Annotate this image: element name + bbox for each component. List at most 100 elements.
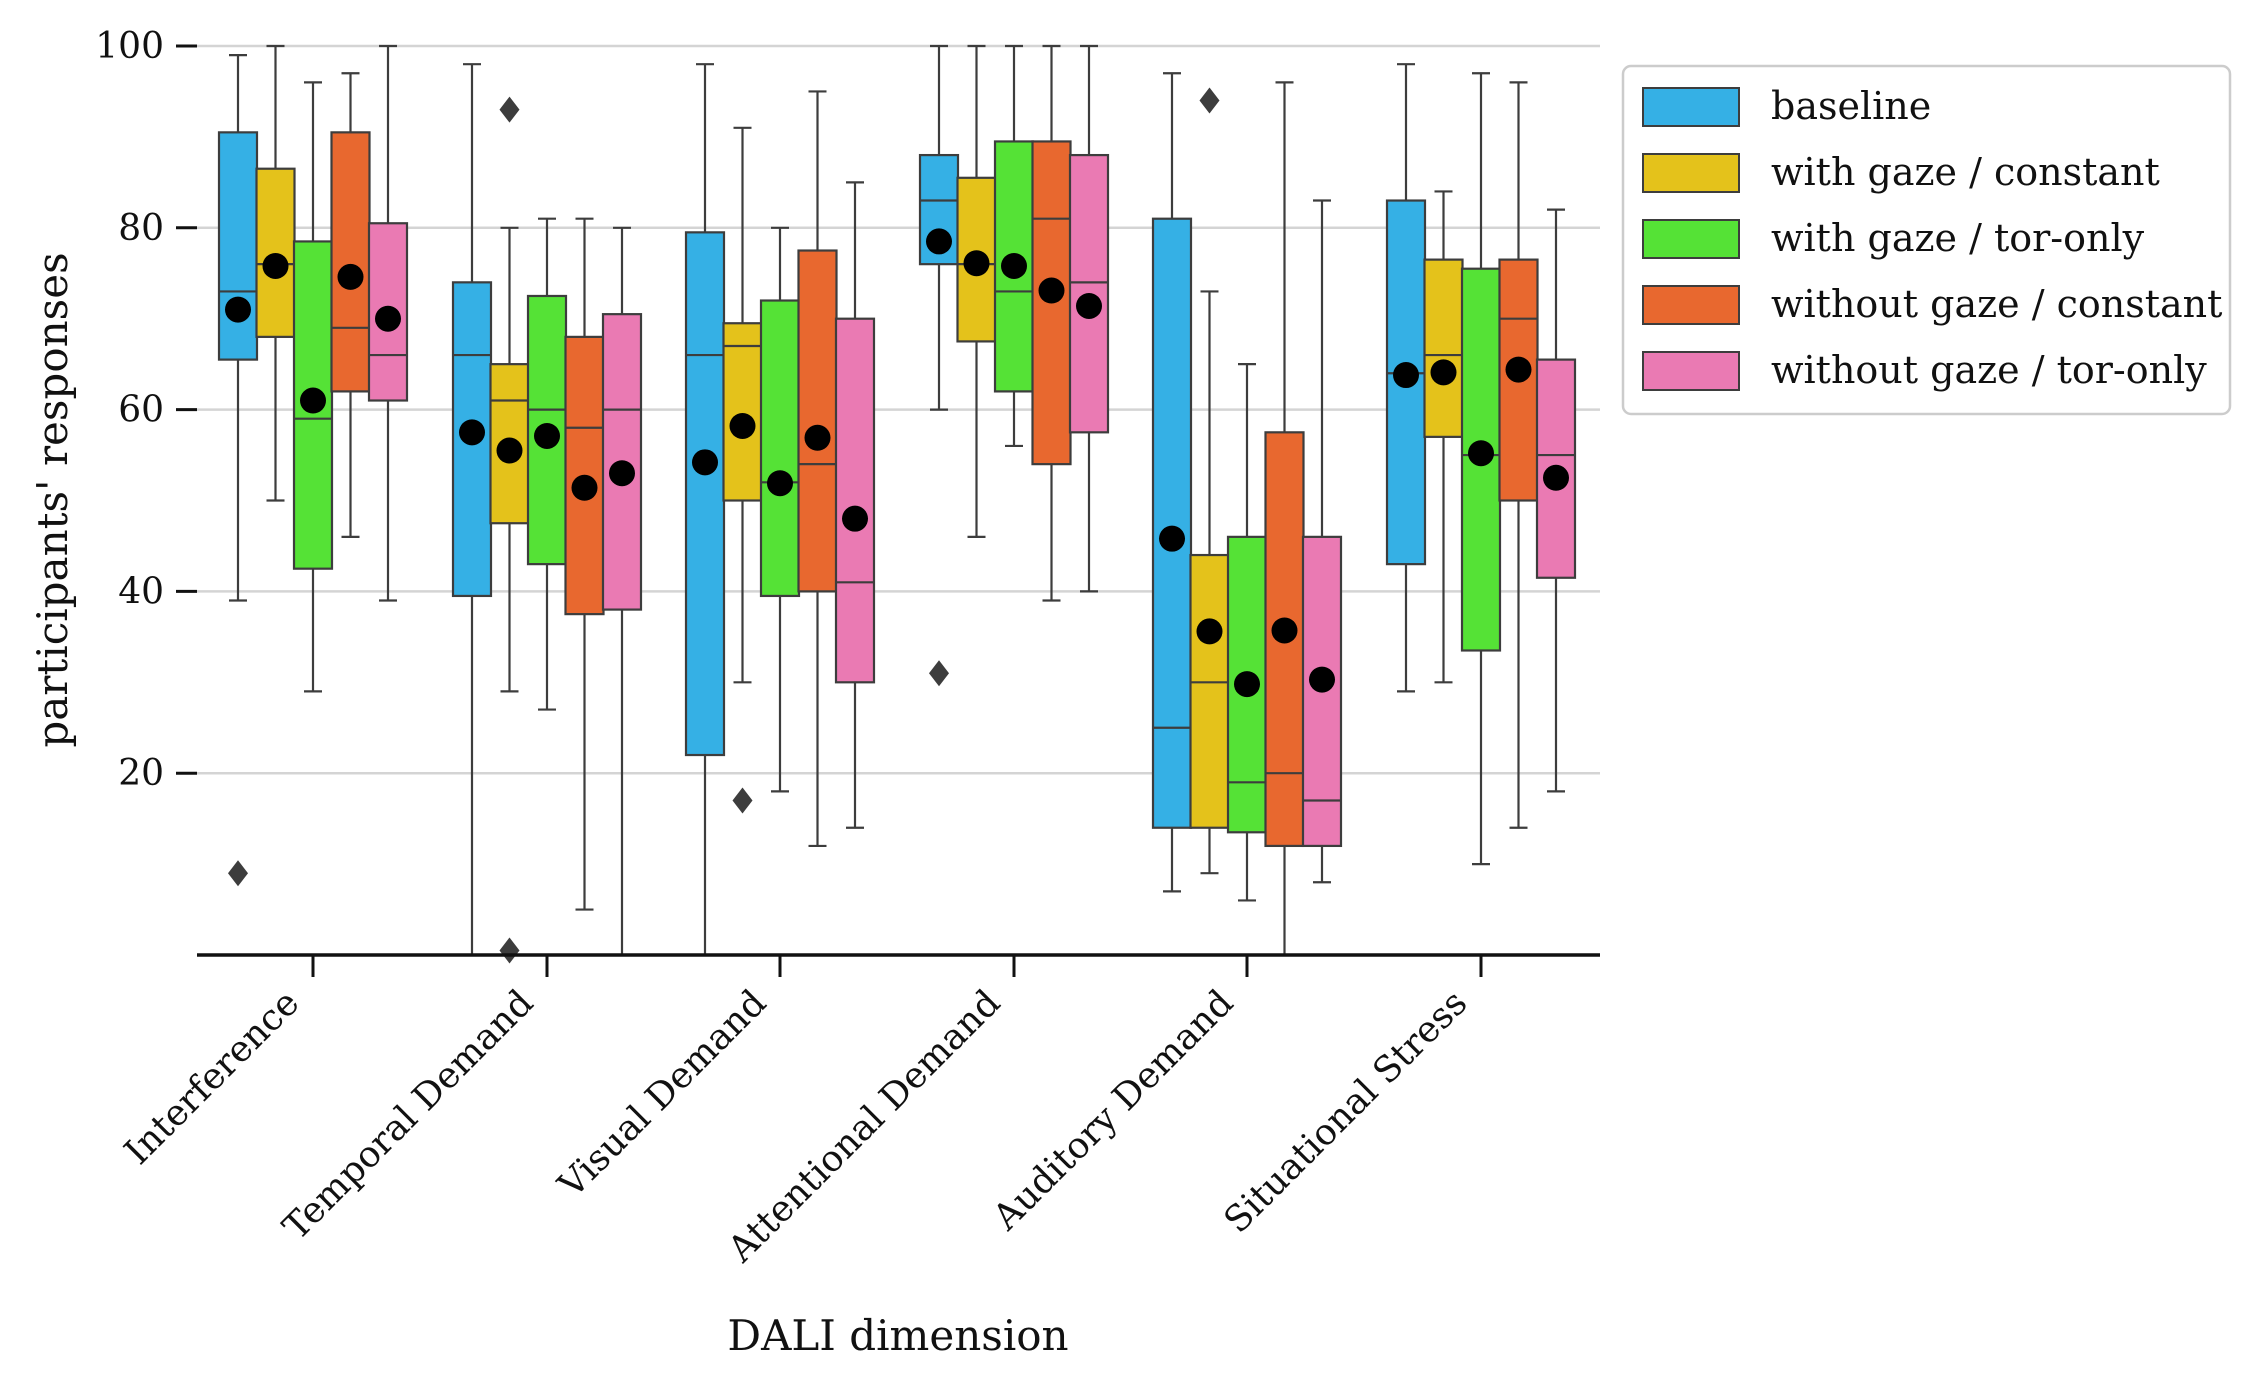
legend-label: without gaze / constant [1771, 282, 2222, 326]
boxplot-series [217, 44, 1577, 964]
box [993, 44, 1035, 448]
box [684, 63, 726, 957]
box-iqr [759, 299, 801, 598]
grid-lines [197, 44, 1600, 775]
legend-swatch [1642, 285, 1740, 325]
mean-marker [1309, 666, 1335, 693]
mean-marker [1468, 440, 1494, 467]
mean-marker [534, 422, 560, 449]
mean-marker [926, 228, 952, 255]
mean-marker [1271, 617, 1298, 644]
box [564, 217, 605, 911]
box [1535, 208, 1577, 793]
mean-marker [337, 263, 364, 290]
legend-label: with gaze / constant [1771, 150, 2160, 194]
box-iqr [1189, 553, 1230, 829]
mean-marker [1234, 671, 1260, 698]
box-iqr [797, 249, 838, 593]
x-tick-label: Attentional Demand [720, 982, 1009, 1271]
box-iqr [1031, 140, 1072, 466]
mean-marker [496, 437, 523, 464]
outlier-marker [1199, 87, 1220, 114]
legend: baseline with gaze / constant with gaze / … [1621, 64, 2232, 416]
box [834, 181, 876, 829]
mean-marker [459, 419, 485, 446]
mean-marker [1393, 362, 1419, 389]
box [1301, 199, 1343, 884]
mean-marker [262, 252, 289, 279]
box [797, 90, 838, 848]
mean-marker [729, 412, 756, 439]
box [217, 53, 259, 887]
box-iqr [1151, 217, 1193, 829]
box-iqr [255, 167, 296, 338]
outlier-marker [499, 937, 520, 964]
box-iqr [217, 131, 259, 361]
mean-marker [375, 305, 401, 332]
x-tick-label: Visual Demand [550, 982, 774, 1206]
box [1498, 81, 1539, 829]
box [759, 226, 801, 793]
box [526, 217, 568, 711]
x-tick-label: Situational Stress [1216, 982, 1475, 1241]
mean-marker [571, 474, 598, 501]
box [1151, 72, 1193, 893]
box [1031, 44, 1072, 602]
outlier-marker [228, 860, 248, 887]
box [1423, 190, 1464, 684]
box [451, 63, 493, 957]
box [1068, 44, 1110, 593]
x-tick-label: Temporal Demand [275, 982, 541, 1248]
legend-swatch [1642, 351, 1740, 391]
legend-label: with gaze / tor-only [1771, 216, 2145, 260]
mean-marker [1038, 277, 1065, 304]
box [1264, 81, 1305, 957]
outlier-marker [499, 96, 520, 123]
mean-marker [225, 296, 251, 323]
box [1385, 63, 1427, 693]
y-tick-label: 80 [118, 208, 164, 249]
box [918, 44, 960, 687]
x-tick-label: Interference [117, 982, 307, 1172]
mean-marker [1430, 359, 1457, 386]
legend-label: without gaze / tor-only [1771, 348, 2207, 392]
legend-frame [1621, 64, 2232, 416]
mean-marker [609, 460, 635, 487]
box-iqr [722, 322, 763, 502]
mean-marker [963, 250, 990, 277]
box [292, 81, 334, 693]
x-tick-label: Auditory Demand [985, 982, 1242, 1239]
series-4 [367, 44, 1577, 957]
x-axis-title: DALI dimension [727, 1311, 1068, 1360]
legend-swatch [1642, 87, 1740, 127]
box-iqr [330, 131, 371, 393]
mean-marker [1196, 618, 1223, 645]
box [956, 44, 997, 538]
series-2 [292, 44, 1502, 902]
y-tick-label: 100 [95, 26, 164, 67]
mean-marker [1543, 464, 1569, 491]
box-iqr [956, 176, 997, 343]
box [722, 126, 763, 814]
box [255, 44, 296, 502]
outlier-marker [732, 787, 753, 814]
box-iqr [526, 294, 568, 566]
mean-marker [804, 424, 831, 451]
box-iqr [834, 317, 876, 684]
mean-marker [692, 449, 718, 476]
legend-swatch [1642, 219, 1740, 259]
mean-marker [1505, 356, 1532, 383]
legend-swatch [1642, 153, 1740, 193]
legend-label: baseline [1771, 84, 1931, 128]
box-iqr [1423, 258, 1464, 438]
box-iqr [684, 231, 726, 757]
mean-marker [1001, 252, 1027, 279]
box [330, 72, 371, 538]
mean-marker [1076, 292, 1102, 319]
mean-marker [842, 505, 868, 532]
mean-marker [300, 387, 326, 414]
box [1189, 87, 1230, 875]
y-axis-title: participants' responses [28, 252, 77, 747]
mean-marker [1159, 525, 1185, 552]
